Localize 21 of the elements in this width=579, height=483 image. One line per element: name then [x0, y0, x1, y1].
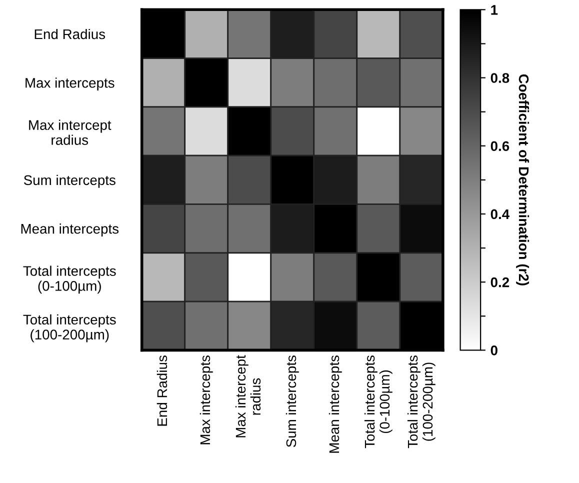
y-tick-label: Total intercepts (100-200µm): [23, 314, 116, 342]
y-tick-label: Max intercept radius: [29, 120, 112, 145]
color-bar-title: Coefficient of Determination (r2): [516, 74, 530, 286]
color-bar-label: 0: [490, 346, 498, 356]
x-tick-label: Mean intercepts: [328, 356, 342, 453]
y-tick-label: Mean intercepts: [21, 224, 119, 236]
y-tick-label: Sum intercepts: [24, 174, 116, 188]
color-bar-label: 0.8: [490, 73, 510, 83]
x-tick-label: Sum intercepts: [286, 356, 299, 448]
x-tick-label: Total intercepts (0-100µm): [364, 356, 392, 448]
x-tick-label: Total intercepts (100-200µm): [407, 356, 436, 448]
x-tick-label: Max intercept radius: [235, 355, 261, 438]
x-tick-label: Max intercepts: [200, 356, 213, 444]
y-tick-label: Max intercepts: [26, 78, 114, 91]
color-bar-label: 0.2: [490, 277, 510, 288]
color-bar-label: 0.6: [490, 141, 510, 152]
x-tick-label: End Radius: [156, 356, 168, 426]
y-tick-label: End Radius: [34, 28, 106, 40]
color-bar-label: 0.4: [490, 209, 510, 220]
color-bar-label: 1: [491, 5, 498, 15]
y-tick-label: Total intercepts (0-100µm): [23, 266, 116, 294]
